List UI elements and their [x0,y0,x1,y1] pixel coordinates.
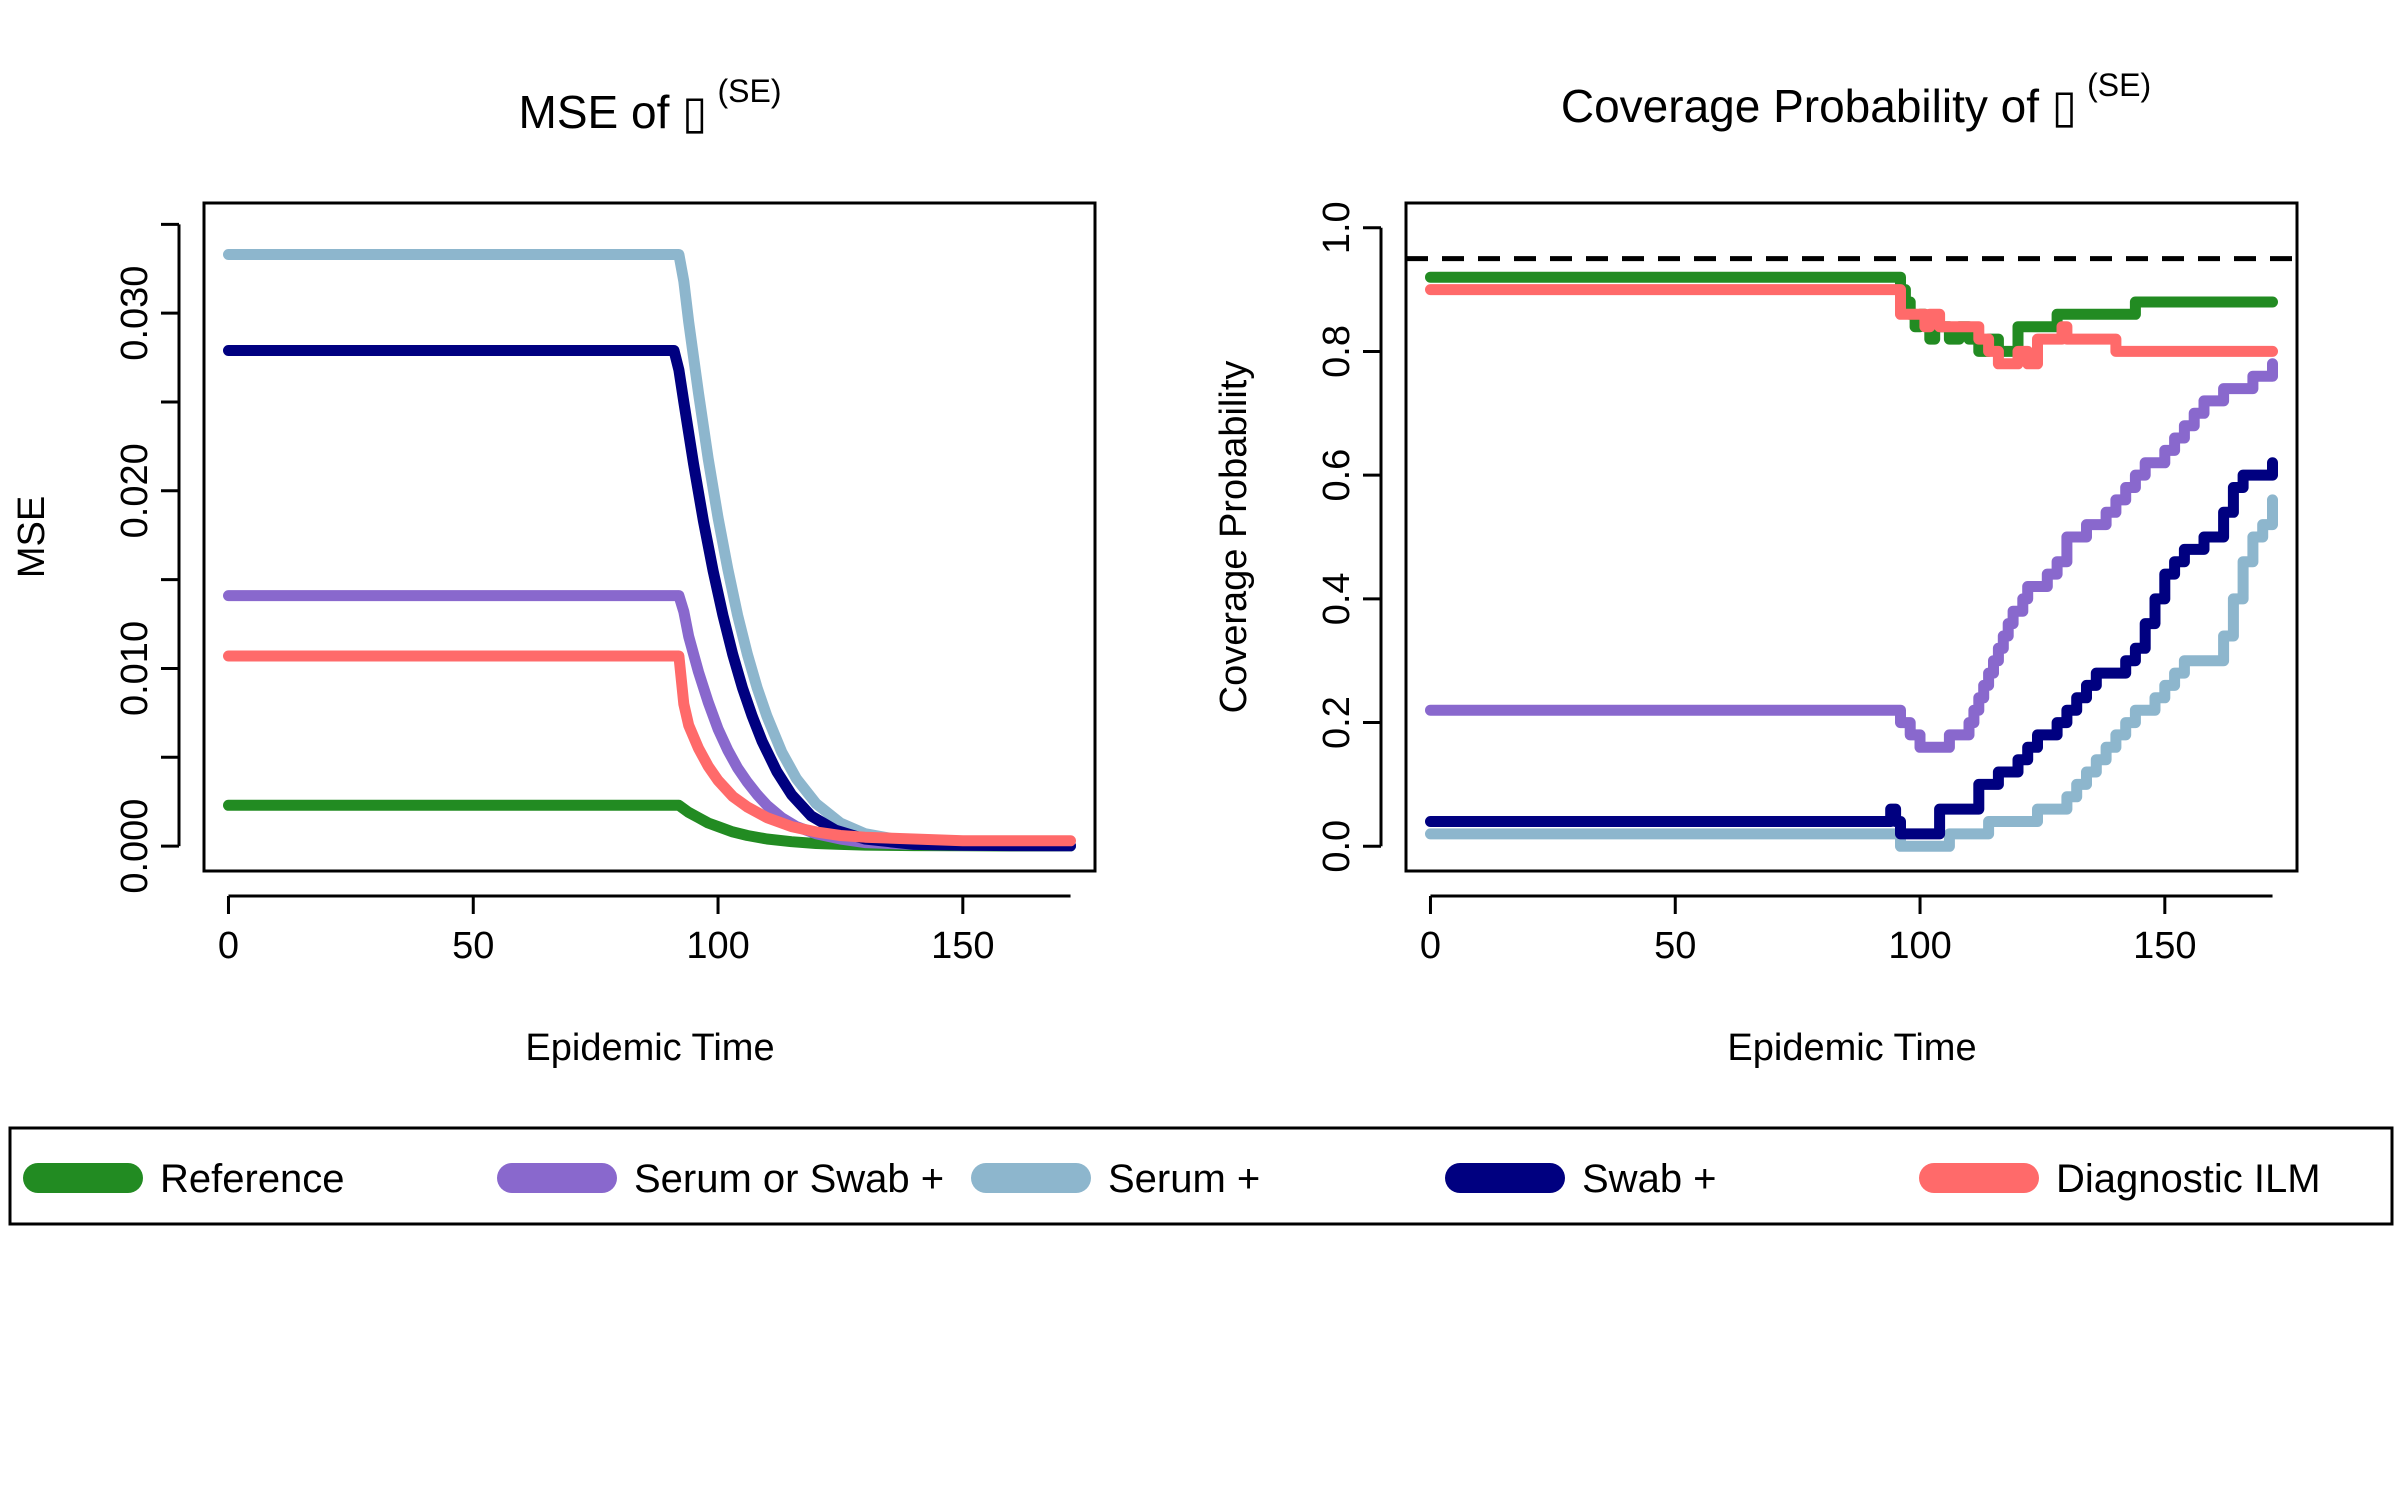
mse-plot-frame [202,201,1097,873]
coverage-y-tick-label: 0.0 [1316,820,1358,873]
coverage-plot-frame [1404,201,2299,873]
coverage-series-diagnostic-ilm [1425,284,2278,370]
mse-x-axis: 0 50 100 150 [218,894,1071,967]
mse-y-tick-label: 0.000 [114,799,156,894]
coverage-y-axis: 0.0 0.2 0.4 0.6 0.8 1.0 [1316,201,1383,873]
mse-series-serum [223,249,1076,852]
mse-y-axis: 0.000 0.010 0.020 0.030 [114,222,181,894]
coverage-y-tick-label: 0.6 [1316,449,1358,502]
mse-chart-title: MSE of ▯ (SE) [519,73,782,138]
legend-label: Serum or Swab + [634,1157,944,1201]
coverage-series-serum [1425,494,2278,852]
coverage-x-tick-label: 100 [1888,925,1951,967]
coverage-plot-area [1406,256,2297,852]
coverage-x-axis: 0 50 100 150 [1420,894,2273,967]
coverage-x-tick-label: 0 [1420,925,1441,967]
coverage-x-tick-label: 150 [2133,925,2196,967]
legend-label: Reference [160,1157,345,1201]
legend-label: Swab + [1582,1157,1717,1201]
coverage-y-tick-label: 0.8 [1316,325,1358,378]
mse-x-axis-label: Epidemic Time [525,1027,774,1069]
mse-x-tick-label: 0 [218,925,239,967]
mse-y-axis-label: MSE [11,496,53,578]
mse-x-tick-label: 150 [931,925,994,967]
mse-x-tick-label: 50 [452,925,494,967]
coverage-chart: Coverage Probability of ▯ (SE) 0 50 100 150 … [1213,67,2299,1069]
mse-series-diagnostic-ilm [223,650,1076,847]
legend-label: Serum + [1108,1157,1260,1201]
mse-y-tick-label: 0.030 [114,266,156,361]
mse-y-tick-label: 0.020 [114,443,156,538]
coverage-series-serum-or-swab [1425,358,2278,753]
mse-plot-area [223,249,1076,852]
coverage-chart-title: Coverage Probability of ▯ (SE) [1561,67,2151,132]
coverage-series-swab [1425,457,2278,840]
coverage-x-axis-label: Epidemic Time [1727,1027,1976,1069]
coverage-y-tick-label: 1.0 [1316,201,1358,254]
legend: Reference Serum or Swab + Serum + Swab + Dia… [8,1126,2394,1226]
legend-label: Diagnostic ILM [2056,1157,2321,1201]
mse-x-tick-label: 100 [686,925,749,967]
mse-y-tick-label: 0.010 [114,621,156,716]
mse-chart: MSE of ▯ (SE) 0 50 100 150 0.0000.0100.0200.… [11,73,1097,1069]
coverage-y-tick-label: 0.2 [1316,696,1358,749]
coverage-x-tick-label: 50 [1654,925,1696,967]
coverage-y-tick-label: 0.4 [1316,572,1358,625]
coverage-y-axis-label: Coverage Probability [1213,361,1255,714]
